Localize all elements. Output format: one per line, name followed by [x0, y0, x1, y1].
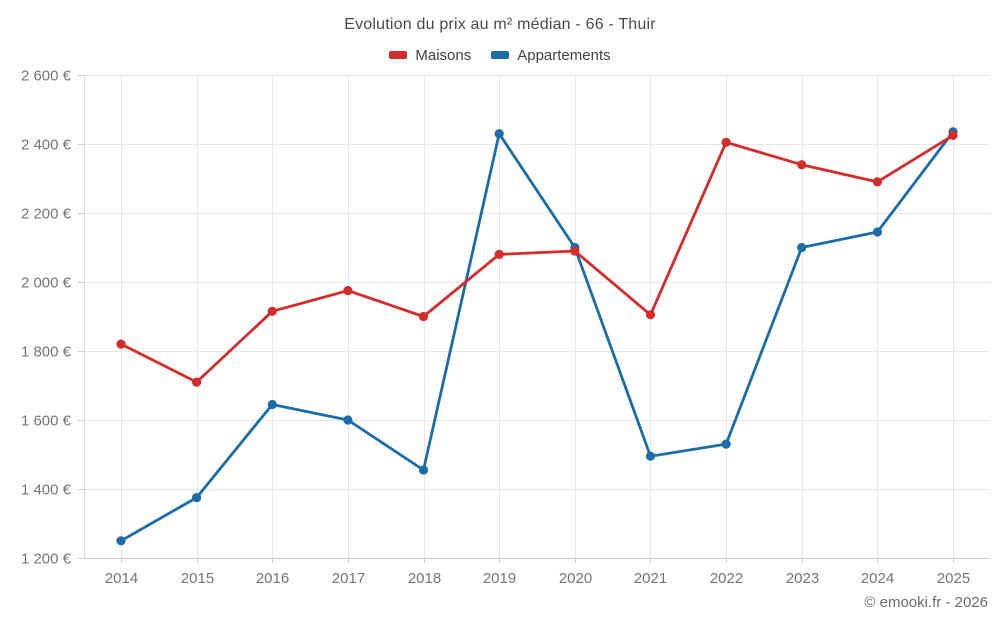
svg-text:2021: 2021	[634, 570, 667, 587]
svg-text:2018: 2018	[408, 570, 441, 587]
svg-text:1 400 €: 1 400 €	[21, 482, 72, 499]
svg-text:2014: 2014	[105, 570, 138, 587]
legend-item-maisons[interactable]: Maisons	[389, 47, 471, 64]
footer-credit: © emooki.fr - 2026	[864, 594, 988, 611]
svg-text:2019: 2019	[483, 570, 516, 587]
svg-text:2 400 €: 2 400 €	[21, 137, 72, 154]
svg-text:2017: 2017	[332, 570, 365, 587]
appartements-series-swatch-icon	[491, 51, 510, 59]
svg-text:2022: 2022	[710, 570, 743, 587]
svg-text:2016: 2016	[256, 570, 289, 587]
legend-item-appartements[interactable]: Appartements	[491, 46, 611, 64]
svg-text:2024: 2024	[861, 570, 894, 587]
legend-label-maisons: Maisons	[415, 46, 472, 64]
svg-text:1 200 €: 1 200 €	[21, 551, 72, 568]
legend-label-appartements: Appartements	[517, 46, 611, 64]
svg-text:2023: 2023	[786, 570, 819, 587]
svg-text:2 000 €: 2 000 €	[21, 275, 72, 292]
chart-legend: Maisons Appartements	[0, 45, 1000, 65]
svg-text:2020: 2020	[559, 570, 592, 587]
svg-text:1 800 €: 1 800 €	[21, 344, 72, 361]
maisons-series-swatch-icon	[389, 51, 408, 59]
svg-text:2 200 €: 2 200 €	[21, 206, 72, 223]
svg-text:1 600 €: 1 600 €	[21, 413, 72, 430]
svg-text:2015: 2015	[181, 570, 214, 587]
svg-text:2025: 2025	[937, 570, 970, 587]
chart-title: Evolution du prix au m² médian - 66 - Th…	[344, 16, 656, 33]
svg-text:2 600 €: 2 600 €	[21, 68, 72, 85]
